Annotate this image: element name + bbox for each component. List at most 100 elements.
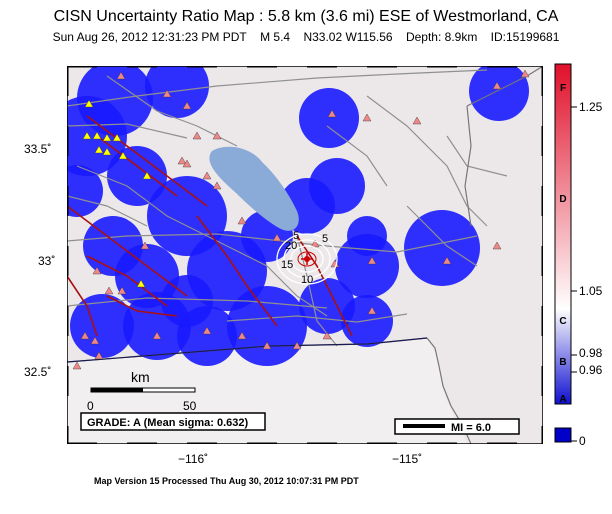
international-border: [67, 337, 428, 363]
event-depth: Depth: 8.9km: [405, 30, 478, 44]
colorbar-value: 0.98: [579, 346, 603, 360]
lat-tick: 33˚: [38, 254, 56, 268]
uncertainty-blob: [299, 88, 359, 148]
map-panel[interactable]: 5 10 15 20 5 km 0 50 GRADE: A (Mean sigm…: [67, 66, 543, 444]
station-triangle[interactable]: [94, 145, 104, 154]
colorbar-value: 0.96: [579, 363, 603, 377]
station-triangle[interactable]: [182, 101, 192, 110]
epicenter-contours: [276, 233, 338, 285]
station-triangle[interactable]: [367, 306, 377, 315]
station-triangle[interactable]: [177, 156, 187, 165]
station-triangle[interactable]: [92, 266, 102, 275]
station-triangle[interactable]: [212, 131, 222, 140]
uncertainty-blobs: [67, 66, 529, 366]
station-triangle[interactable]: [412, 116, 422, 125]
grade-letter: B: [559, 357, 566, 368]
station-triangle[interactable]: [92, 131, 102, 140]
lon-tick: −115˚: [392, 452, 423, 466]
event-location: N33.02 W115.56: [303, 30, 393, 44]
event-magnitude: M 5.4: [260, 30, 291, 44]
station-triangle[interactable]: [82, 131, 92, 140]
grade-letter: A: [559, 394, 566, 405]
station-triangle[interactable]: [117, 286, 127, 295]
station-triangle[interactable]: [192, 131, 202, 140]
colorbar-values: 1.25 1.05 0.98 0.96 0: [579, 100, 603, 448]
uncertainty-blob: [227, 286, 307, 366]
scale-bar: km 0 50: [87, 369, 197, 413]
uncertainty-blob: [145, 66, 209, 118]
station-triangle[interactable]: [182, 159, 192, 168]
contour-label: 20: [285, 240, 297, 252]
station-triangle[interactable]: [362, 113, 372, 122]
grade-letter: D: [559, 194, 566, 205]
colorbar-gradient: [554, 63, 572, 405]
station-triangle[interactable]: [520, 69, 530, 78]
station-triangle[interactable]: [367, 256, 377, 265]
colorbar-grades: F D C B A: [559, 83, 566, 405]
grade-letter: C: [559, 316, 566, 327]
event-id: ID:15199681: [490, 30, 560, 44]
uncertainty-blob: [107, 146, 167, 206]
contour-label: 5: [322, 233, 328, 245]
colorbar-base: [554, 427, 572, 443]
lon-tick: −116˚: [178, 452, 209, 466]
mi-legend: MI = 6.0: [394, 418, 520, 435]
contour-label: 5: [293, 230, 299, 242]
station-triangle[interactable]: [72, 361, 82, 370]
station-triangle[interactable]: [162, 89, 172, 98]
station-triangle[interactable]: [84, 99, 94, 108]
event-date: Sun Aug 26, 2012 12:31:23 PM PDT: [52, 30, 247, 44]
station-triangle[interactable]: [94, 351, 104, 360]
station-triangle[interactable]: [212, 181, 222, 190]
station-triangle[interactable]: [118, 151, 128, 160]
station-triangle[interactable]: [202, 171, 212, 180]
station-triangle[interactable]: [492, 241, 502, 250]
station-triangle[interactable]: [202, 326, 212, 335]
station-triangle[interactable]: [80, 331, 90, 340]
colorbar-value: 0: [579, 434, 586, 448]
station-triangle[interactable]: [112, 133, 122, 142]
faults: [67, 115, 353, 337]
station-triangle[interactable]: [116, 71, 126, 80]
uncertainty-blob: [469, 66, 529, 121]
uncertainty-blob: [70, 294, 134, 358]
station-triangle[interactable]: [492, 81, 502, 90]
station-triangle[interactable]: [102, 133, 112, 142]
scale-bar-end: 50: [183, 399, 197, 413]
station-triangle[interactable]: [327, 109, 337, 118]
station-triangle[interactable]: [322, 331, 332, 340]
mi-legend-text: MI = 6.0: [451, 422, 491, 434]
seismic-stations[interactable]: [72, 69, 530, 370]
grade-box: GRADE: A (Mean sigma: 0.632): [80, 412, 266, 431]
station-triangle[interactable]: [136, 279, 146, 288]
scale-bar-unit: km: [131, 369, 150, 385]
uncertainty-blob: [347, 216, 387, 256]
station-triangle[interactable]: [152, 331, 162, 340]
station-triangle[interactable]: [90, 336, 100, 345]
lat-tick: 32.5˚: [24, 365, 52, 379]
station-triangle[interactable]: [140, 241, 150, 250]
uncertainty-blob: [67, 165, 103, 217]
station-triangle[interactable]: [237, 331, 247, 340]
grade-letter: F: [560, 83, 566, 94]
station-triangle[interactable]: [292, 341, 302, 350]
colorbar: F D C B A 1.25 1.05 0.98 0.96 0: [554, 63, 603, 448]
scale-bar-start: 0: [87, 399, 94, 413]
station-triangle[interactable]: [102, 147, 112, 156]
colorbar-ticks: [571, 106, 577, 442]
event-info: Sun Aug 26, 2012 12:31:23 PM PDT M 5.4 N…: [0, 30, 612, 44]
station-triangle[interactable]: [272, 233, 282, 242]
salton-sea: [209, 146, 299, 231]
station-triangle[interactable]: [442, 256, 452, 265]
map-version-footer: Map Version 15 Processed Thu Aug 30, 201…: [94, 476, 359, 486]
uncertainty-blob: [161, 275, 213, 327]
colorbar-value: 1.25: [579, 100, 603, 114]
station-triangle[interactable]: [262, 341, 272, 350]
grade-text: GRADE: A (Mean sigma: 0.632): [87, 417, 249, 429]
uncertainty-blob: [404, 210, 480, 286]
station-triangle[interactable]: [142, 171, 152, 180]
station-triangle[interactable]: [104, 286, 114, 295]
station-triangle[interactable]: [237, 216, 247, 225]
colorbar-value: 1.05: [579, 284, 603, 298]
